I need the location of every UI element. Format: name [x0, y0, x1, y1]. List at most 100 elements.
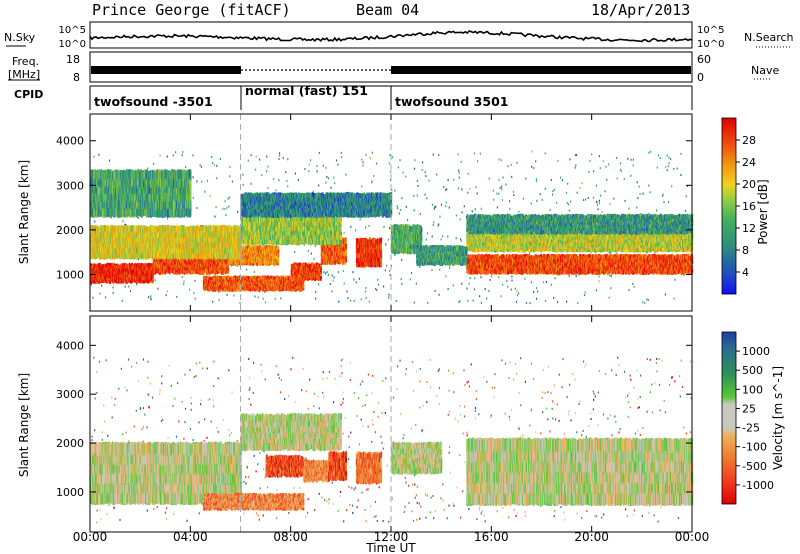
- freq-strip: 18 8 60 0: [8, 52, 772, 84]
- figure-canvas: 10^5 10^0 10^5 10^0 18 8 60 0 twofsound …: [0, 0, 800, 554]
- noise-cell: [222, 208, 223, 210]
- noise-cell: [201, 166, 202, 168]
- noise-cell: [630, 175, 631, 177]
- noise-cell: [346, 291, 347, 293]
- noise-cell: [536, 200, 537, 202]
- noise-cell: [680, 153, 681, 155]
- noise-cell: [401, 283, 402, 285]
- noise-cell: [468, 173, 469, 175]
- noise-cell: [611, 275, 612, 277]
- noise-cell: [501, 186, 502, 188]
- noise-cell: [334, 182, 335, 184]
- noise-cell: [496, 193, 497, 195]
- noise-cell: [229, 175, 230, 177]
- noise-cell: [511, 176, 512, 178]
- noise-cell: [416, 283, 417, 285]
- noise-cell: [353, 279, 354, 281]
- noise-cell: [575, 154, 576, 156]
- noise-cell: [155, 279, 156, 281]
- noise-cell: [459, 172, 460, 174]
- noise-cell: [479, 295, 480, 297]
- noise-cell: [167, 156, 168, 158]
- noise-cell: [365, 290, 366, 292]
- noise-cell: [497, 206, 498, 208]
- noise-cell: [194, 280, 195, 282]
- noise-cell: [461, 240, 462, 242]
- noise-cell: [665, 294, 666, 296]
- noise-cell: [569, 275, 570, 277]
- noise-cell: [627, 158, 628, 160]
- noise-cell: [665, 166, 666, 168]
- noise-cell: [438, 154, 439, 156]
- noise-cell: [447, 236, 448, 238]
- noise-cell: [461, 161, 462, 163]
- noise-cell: [251, 154, 252, 156]
- noise-cell: [308, 170, 309, 172]
- noise-cell: [326, 176, 327, 178]
- noise-cell: [185, 166, 186, 168]
- noise-cell: [475, 186, 476, 188]
- noise-cell: [588, 171, 589, 173]
- noise-cell: [369, 301, 370, 303]
- noise-cell: [584, 294, 585, 296]
- noise-cell: [93, 156, 94, 158]
- noise-cell: [557, 160, 558, 162]
- noise-cell: [355, 229, 356, 231]
- noise-cell: [100, 293, 101, 295]
- noise-cell: [396, 300, 397, 302]
- noise-cell: [251, 183, 252, 185]
- noise-cell: [337, 164, 338, 166]
- noise-cell: [542, 199, 543, 201]
- noise-cell: [470, 277, 471, 279]
- noise-cell: [147, 168, 148, 170]
- noise-cell: [648, 299, 649, 301]
- noise-cell: [403, 172, 404, 174]
- noise-cell: [536, 178, 537, 180]
- noise-cell: [212, 162, 213, 164]
- noise-cell: [317, 170, 318, 172]
- noise-cell: [368, 225, 369, 227]
- noise-cell: [616, 157, 617, 159]
- noise-cell: [375, 288, 376, 290]
- noise-cell: [361, 159, 362, 161]
- noise-cell: [105, 296, 106, 298]
- noise-cell: [148, 296, 149, 298]
- noise-cell: [255, 169, 256, 171]
- noise-cell: [577, 302, 578, 304]
- noise-cell: [649, 191, 650, 193]
- noise-cell: [196, 207, 197, 209]
- noise-cell: [254, 271, 255, 273]
- noise-cell: [389, 162, 390, 164]
- noise-cell: [481, 208, 482, 210]
- noise-cell: [397, 205, 398, 207]
- noise-cell: [239, 302, 240, 304]
- noise-cell: [613, 198, 614, 200]
- noise-cell: [443, 186, 444, 188]
- noise-cell: [458, 170, 459, 172]
- noise-cell: [344, 232, 345, 234]
- noise-cell: [506, 280, 507, 282]
- noise-cell: [576, 154, 577, 156]
- noise-cell: [361, 186, 362, 188]
- noise-cell: [196, 180, 197, 182]
- noise-cell: [632, 283, 633, 285]
- noise-cell: [620, 162, 621, 164]
- noise-cell: [422, 162, 423, 164]
- noise-cell: [210, 195, 211, 197]
- noise-cell: [209, 275, 210, 277]
- noise-cell: [315, 291, 316, 293]
- noise-cell: [167, 218, 168, 220]
- noise-cell: [537, 291, 538, 293]
- noise-cell: [637, 181, 638, 183]
- noise-cell: [569, 158, 570, 160]
- noise-cell: [218, 299, 219, 301]
- noise-cell: [629, 289, 630, 291]
- noise-cell: [426, 239, 427, 241]
- noise-cell: [524, 278, 525, 280]
- noise-cell: [606, 179, 607, 181]
- noise-cell: [535, 160, 536, 162]
- noise-cell: [677, 168, 678, 170]
- noise-cell: [373, 175, 374, 177]
- noise-cell: [417, 180, 418, 182]
